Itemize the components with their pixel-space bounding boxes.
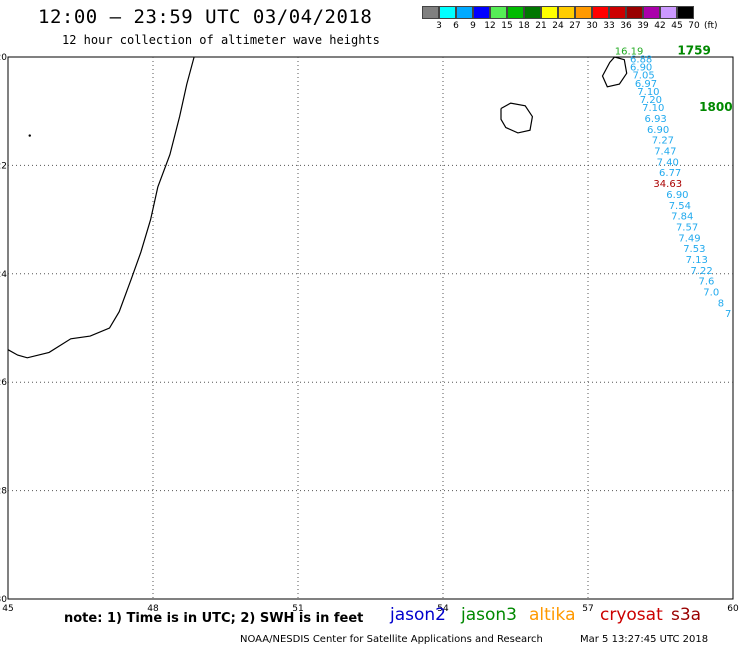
legend-label: 6 bbox=[453, 21, 459, 31]
satellite-altika: altika bbox=[529, 605, 576, 625]
legend-label: 9 bbox=[470, 21, 476, 31]
madagascar-coastline bbox=[7, 56, 195, 359]
swh-value-label: 7 bbox=[725, 309, 731, 320]
swh-value-label: 7.84 bbox=[671, 212, 693, 223]
lat-tick-label: -24 bbox=[0, 270, 7, 280]
legend-swatch bbox=[677, 6, 694, 19]
legend-label: 12 bbox=[484, 21, 496, 31]
swh-value-label: 34.63 bbox=[653, 179, 682, 190]
legend-swatch bbox=[422, 6, 439, 19]
swh-value-label: 6.77 bbox=[659, 168, 681, 179]
swh-value-label: 7.49 bbox=[678, 233, 700, 244]
legend-swatch bbox=[575, 6, 592, 19]
lat-tick-label: -30 bbox=[0, 595, 7, 605]
legend-swatch bbox=[507, 6, 524, 19]
swh-value-label: 16.19 bbox=[615, 46, 644, 57]
legend-swatches bbox=[422, 6, 694, 19]
lat-tick-label: -28 bbox=[0, 487, 7, 497]
swh-value-label: 7.54 bbox=[669, 201, 691, 212]
legend-swatch bbox=[643, 6, 660, 19]
legend-label: 18 bbox=[518, 21, 530, 31]
swh-value-label: 6.93 bbox=[645, 114, 667, 125]
lon-tick-label: 60 bbox=[727, 604, 739, 614]
legend-label: 39 bbox=[637, 21, 649, 31]
legend-swatch bbox=[541, 6, 558, 19]
legend-swatch bbox=[473, 6, 490, 19]
legend-swatch bbox=[558, 6, 575, 19]
legend-swatch bbox=[439, 6, 456, 19]
legend-swatch bbox=[490, 6, 507, 19]
axis-labels: -20 -22 -24 -26 -28 -3045 48 51 54 57 60 bbox=[0, 53, 739, 614]
page-subtitle: 12 hour collection of altimeter wave hei… bbox=[62, 33, 380, 47]
altimeter-track: 16.196.886.907.056.977.107.207.106.936.9… bbox=[615, 43, 733, 320]
legend-label: 30 bbox=[586, 21, 598, 31]
legend-swatch bbox=[592, 6, 609, 19]
wave-height-legend: 3 6 9 12 15 18 21 24 27 30 33 36 39 42 45 70 (ft) bbox=[422, 6, 718, 33]
satellite-jason3: jason3 bbox=[461, 605, 517, 625]
lat-tick-label: -26 bbox=[0, 378, 7, 388]
swh-value-label: 7.10 bbox=[637, 87, 659, 98]
legend-labels: 3 6 9 12 15 18 21 24 27 30 33 36 39 42 45 70 (ft) bbox=[422, 19, 717, 33]
swh-value-label: 7.13 bbox=[686, 255, 708, 266]
swh-value-label: 6.88 bbox=[630, 54, 652, 65]
reunion-coastline bbox=[500, 102, 534, 134]
swh-value-label: 7.22 bbox=[690, 266, 712, 277]
legend-label: 36 bbox=[620, 21, 632, 31]
lon-tick-label: 45 bbox=[2, 604, 13, 614]
legend-swatch bbox=[660, 6, 677, 19]
swh-value-label: 7.53 bbox=[683, 244, 705, 255]
generated-timestamp: Mar 5 13:27:45 UTC 2018 bbox=[580, 634, 709, 645]
islet bbox=[28, 134, 31, 137]
track-time-label: 1800 bbox=[699, 100, 732, 114]
satellite-cryosat: cryosat bbox=[600, 605, 663, 625]
swh-value-label: 7.27 bbox=[652, 136, 674, 147]
legend-swatch bbox=[456, 6, 473, 19]
legend-swatch bbox=[524, 6, 541, 19]
legend-label: 27 bbox=[569, 21, 581, 31]
swh-value-label: 6.90 bbox=[647, 125, 669, 136]
legend-label: 21 bbox=[535, 21, 547, 31]
legend-label: 45 bbox=[671, 21, 683, 31]
swh-value-label: 7.40 bbox=[657, 157, 679, 168]
lat-tick-label: -22 bbox=[0, 161, 7, 171]
footer-note: note: 1) Time is in UTC; 2) SWH is in fe… bbox=[64, 611, 364, 626]
legend-label: 33 bbox=[603, 21, 615, 31]
lon-tick-label: 54 bbox=[437, 604, 449, 614]
track-values: 16.196.886.907.056.977.107.207.106.936.9… bbox=[615, 43, 733, 320]
legend-swatch bbox=[626, 6, 643, 19]
coastlines bbox=[7, 56, 628, 359]
lon-tick-label: 51 bbox=[292, 604, 303, 614]
satellite-s3a: s3a bbox=[671, 605, 702, 625]
lon-tick-label: 57 bbox=[582, 604, 593, 614]
swh-value-label: 7.47 bbox=[654, 147, 676, 158]
swh-value-label: 6.97 bbox=[635, 79, 657, 90]
legend-label: 24 bbox=[552, 21, 564, 31]
swh-value-label: 8 bbox=[718, 298, 724, 309]
credit-line: NOAA/NESDIS Center for Satellite Applica… bbox=[240, 634, 543, 645]
satellite-jason2: jason2 bbox=[390, 605, 446, 625]
swh-value-label: 6.90 bbox=[666, 190, 688, 201]
swh-value-label: 7.10 bbox=[642, 103, 664, 114]
mauritius-coastline bbox=[601, 56, 628, 88]
legend-label: 15 bbox=[501, 21, 513, 31]
swh-value-label: 6.90 bbox=[630, 63, 652, 74]
legend-label: 70 bbox=[688, 21, 700, 31]
legend-swatch bbox=[609, 6, 626, 19]
swh-value-label: 7.57 bbox=[676, 222, 698, 233]
map-frame bbox=[7, 56, 734, 600]
swh-value-label: 7.0 bbox=[703, 287, 719, 298]
swh-value-label: 7.05 bbox=[632, 71, 654, 82]
swh-value-label: 7.6 bbox=[698, 277, 714, 288]
legend-label: 42 bbox=[654, 21, 666, 31]
swh-value-label: 7.20 bbox=[640, 95, 662, 106]
track-time-label: 1759 bbox=[677, 43, 710, 57]
lat-tick-label: -20 bbox=[0, 53, 7, 63]
legend-unit: (ft) bbox=[704, 21, 718, 31]
lat-lon-grid bbox=[7, 56, 734, 600]
lon-tick-label: 48 bbox=[147, 604, 159, 614]
legend-label: 3 bbox=[436, 21, 442, 31]
page-title: 12:00 – 23:59 UTC 03/04/2018 bbox=[38, 6, 373, 28]
